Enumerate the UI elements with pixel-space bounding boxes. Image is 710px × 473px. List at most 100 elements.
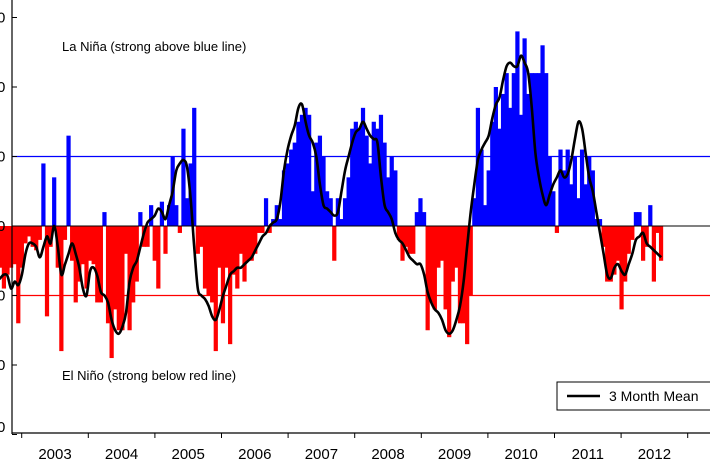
x-tick-label-2003: 2003 (38, 446, 71, 463)
bar-month-104 (368, 163, 373, 226)
bar-month-163 (579, 149, 585, 226)
x-tick-label-2007: 2007 (305, 446, 338, 463)
bar-month-126 (447, 226, 452, 338)
bar-month-38 (131, 226, 136, 303)
bar-month-147 (522, 38, 527, 226)
bar-month-32 (109, 226, 114, 359)
bar-month-48 (166, 205, 172, 226)
bar-month-143 (508, 107, 513, 226)
bar-month-72 (253, 226, 258, 254)
bar-month-98 (346, 177, 351, 226)
x-tick-label-2010: 2010 (505, 446, 538, 463)
bar-month-173 (615, 226, 621, 261)
bar-month-145 (515, 31, 520, 227)
bar-month-111 (393, 170, 398, 226)
bar-month-16 (52, 177, 57, 226)
bar-month-146 (518, 114, 524, 226)
bar-month-170 (605, 226, 610, 282)
y-tick-label: 0 (0, 149, 5, 166)
bar-month-181 (644, 226, 649, 247)
bar-month-109 (386, 177, 391, 226)
bar-month-12 (37, 226, 42, 240)
bar-month-120 (425, 226, 430, 331)
y-tick-label: 0 (0, 10, 5, 27)
bar-month-182 (648, 205, 653, 226)
bar-month-140 (497, 128, 502, 226)
bar-month-184 (655, 226, 660, 233)
bar-month-100 (353, 121, 358, 226)
bar-month-125 (443, 226, 448, 310)
bar-month-114 (403, 226, 409, 247)
bar-month-34 (116, 226, 121, 331)
bar-month-76 (267, 226, 272, 233)
bar-month-5 (12, 226, 17, 265)
bar-month-36 (123, 226, 129, 254)
bar-month-106 (375, 128, 380, 226)
bar-month-42 (145, 226, 150, 247)
bar-month-53 (184, 198, 190, 226)
bar-month-96 (339, 219, 344, 226)
bar-month-56 (195, 226, 200, 254)
bar-month-167 (594, 219, 599, 226)
bar-month-18 (59, 226, 64, 352)
bar-month-142 (504, 73, 509, 226)
bar-month-80 (281, 170, 287, 226)
bar-month-129 (457, 226, 463, 324)
bar-month-105 (371, 121, 376, 226)
bar-month-158 (561, 170, 567, 226)
bar-month-61 (213, 226, 218, 352)
y-ticks-group: 0 0 0 0 0 0 0 (0, 10, 17, 436)
bar-month-59 (206, 226, 211, 296)
x-ticks-group: 2003 2004 2005 2006 2007 2008 2009 2010 2011 2012… (21, 433, 689, 463)
bar-month-136 (482, 205, 488, 226)
legend-label: 3 Month Mean (609, 388, 699, 404)
bar-month-30 (102, 212, 107, 226)
bar-month-55 (192, 107, 197, 226)
bar-month-14 (44, 226, 50, 317)
bar-month-23 (77, 226, 82, 282)
bar-month-132 (468, 226, 473, 296)
bar-month-64 (224, 226, 229, 268)
bar-month-174 (619, 226, 624, 310)
y-tick-label: 0 (0, 288, 5, 305)
bar-month-75 (263, 198, 269, 226)
x-tick-label-2005: 2005 (172, 446, 205, 463)
bar-month-35 (120, 226, 125, 331)
bar-month-45 (156, 226, 161, 289)
bar-month-11 (34, 226, 39, 251)
bar-month-179 (637, 212, 642, 226)
bar-month-141 (500, 93, 506, 226)
x-tick-label-2004: 2004 (105, 446, 138, 463)
bar-month-24 (80, 226, 86, 265)
bar-month-169 (601, 226, 606, 247)
bar-month-13 (41, 163, 46, 226)
x-tick-label-2011: 2011 (572, 446, 604, 463)
bar-month-83 (292, 142, 297, 226)
bar-month-157 (558, 149, 563, 226)
bar-month-63 (220, 226, 226, 324)
bar-month-177 (630, 226, 635, 240)
bar-month-44 (152, 226, 157, 261)
y-tick-label: 0 (0, 79, 5, 96)
bar-month-110 (389, 156, 394, 226)
bar-month-144 (511, 73, 516, 226)
bar-month-29 (98, 226, 103, 303)
bar-month-138 (490, 121, 495, 226)
bar-month-69 (242, 226, 247, 282)
x-tick-label-2008: 2008 (371, 446, 404, 463)
bar-month-124 (439, 226, 445, 261)
bar-month-172 (612, 226, 617, 275)
bar-month-165 (587, 156, 592, 226)
bar-month-185 (658, 226, 664, 261)
bar-month-39 (134, 226, 139, 282)
bar-month-51 (177, 226, 182, 233)
bar-month-84 (296, 121, 301, 226)
bar-month-131 (465, 226, 470, 345)
bar-month-176 (626, 226, 631, 254)
y-tick-label: 0 (0, 357, 5, 374)
bar-month-20 (66, 135, 71, 226)
y-tick-label: 0 (0, 218, 5, 235)
bar-month-155 (551, 191, 556, 226)
bar-month-121 (429, 226, 434, 303)
bar-month-66 (231, 226, 236, 275)
